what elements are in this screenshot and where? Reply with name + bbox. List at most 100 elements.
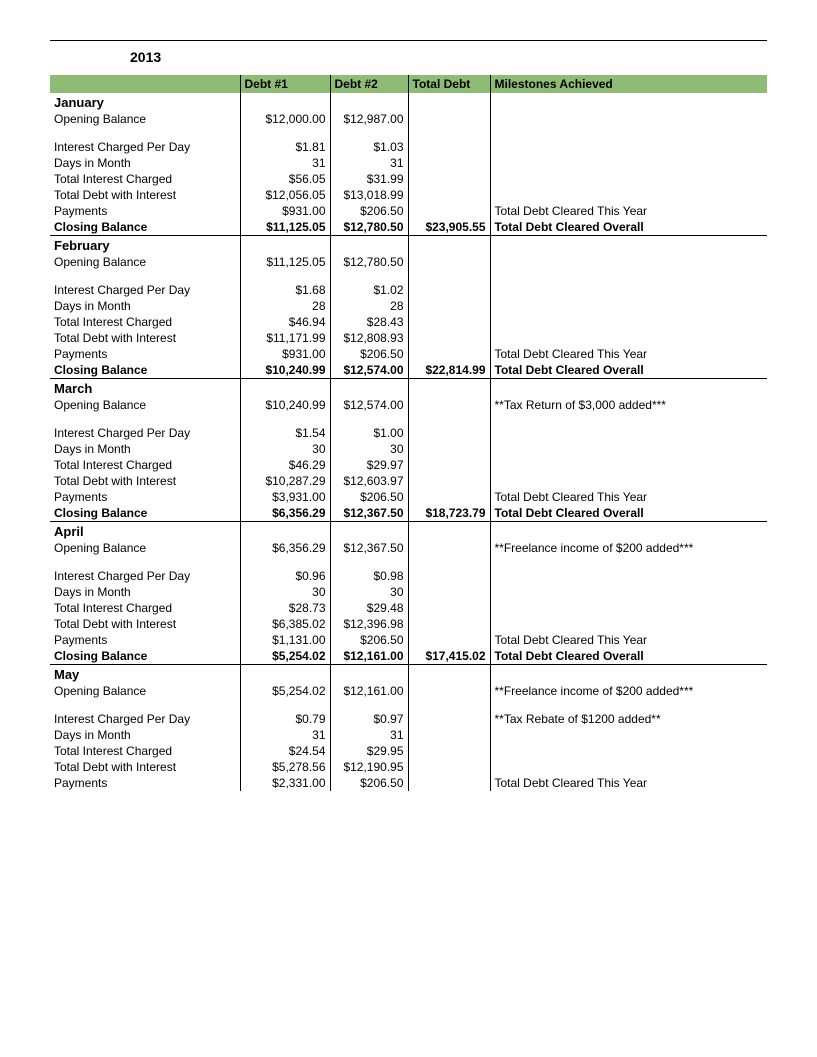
 [408, 413, 490, 425]
 [408, 203, 490, 219]
pay-d2: $206.50 [330, 346, 408, 362]
 [408, 759, 490, 775]
header-total: Total Debt [408, 75, 490, 93]
opening-d1: $10,240.99 [240, 397, 330, 413]
 [240, 270, 330, 282]
 [408, 473, 490, 489]
 [408, 254, 490, 270]
days-d1: 28 [240, 298, 330, 314]
days-d2: 31 [330, 727, 408, 743]
 [240, 665, 330, 684]
 [240, 699, 330, 711]
 [490, 270, 767, 282]
row-label: Total Debt with Interest [50, 330, 240, 346]
 [240, 556, 330, 568]
header-debt1: Debt #1 [240, 75, 330, 93]
row-label: Total Debt with Interest [50, 616, 240, 632]
 [408, 584, 490, 600]
 [408, 441, 490, 457]
mile-opening: **Tax Return of $3,000 added*** [490, 397, 767, 413]
 [490, 93, 767, 111]
close-total: $18,723.79 [408, 505, 490, 522]
 [408, 139, 490, 155]
row-label: Closing Balance [50, 362, 240, 379]
row-label: Opening Balance [50, 254, 240, 270]
row-label: Payments [50, 346, 240, 362]
 [408, 236, 490, 255]
row-label: Interest Charged Per Day [50, 425, 240, 441]
row-label: Days in Month [50, 584, 240, 600]
 [408, 127, 490, 139]
days-d1: 31 [240, 155, 330, 171]
 [408, 298, 490, 314]
 [240, 522, 330, 541]
month-name: April [50, 522, 240, 541]
tic-d2: $31.99 [330, 171, 408, 187]
mile-opening [490, 111, 767, 127]
mile-ipd [490, 282, 767, 298]
row-label: Opening Balance [50, 683, 240, 699]
header-debt2: Debt #2 [330, 75, 408, 93]
close-d2: $12,780.50 [330, 219, 408, 236]
 [490, 699, 767, 711]
year-title: 2013 [50, 45, 767, 75]
close-d1: $11,125.05 [240, 219, 330, 236]
opening-d2: $12,161.00 [330, 683, 408, 699]
row-label: Closing Balance [50, 648, 240, 665]
 [408, 616, 490, 632]
tdi-d1: $12,056.05 [240, 187, 330, 203]
mile-overall: Total Debt Cleared Overall [490, 648, 767, 665]
 [490, 522, 767, 541]
days-d1: 31 [240, 727, 330, 743]
 [490, 413, 767, 425]
 [490, 727, 767, 743]
ipd-d1: $0.96 [240, 568, 330, 584]
ipd-d2: $1.00 [330, 425, 408, 441]
close-total: $23,905.55 [408, 219, 490, 236]
opening-d1: $5,254.02 [240, 683, 330, 699]
tic-d2: $29.48 [330, 600, 408, 616]
 [408, 743, 490, 759]
 [330, 699, 408, 711]
pay-d2: $206.50 [330, 775, 408, 791]
days-d1: 30 [240, 441, 330, 457]
month-name: January [50, 93, 240, 111]
 [408, 727, 490, 743]
 [408, 155, 490, 171]
 [408, 171, 490, 187]
tdi-d1: $6,385.02 [240, 616, 330, 632]
 [490, 171, 767, 187]
ipd-d1: $0.79 [240, 711, 330, 727]
 [408, 699, 490, 711]
mile-year: Total Debt Cleared This Year [490, 203, 767, 219]
row-label: Days in Month [50, 155, 240, 171]
opening-d2: $12,780.50 [330, 254, 408, 270]
close-d2: $12,161.00 [330, 648, 408, 665]
 [50, 127, 240, 139]
 [330, 93, 408, 111]
pay-d1: $2,331.00 [240, 775, 330, 791]
month-name: February [50, 236, 240, 255]
row-label: Payments [50, 489, 240, 505]
 [408, 711, 490, 727]
 [50, 270, 240, 282]
row-label: Opening Balance [50, 397, 240, 413]
tdi-d2: $13,018.99 [330, 187, 408, 203]
mile-opening: **Freelance income of $200 added*** [490, 540, 767, 556]
close-d1: $5,254.02 [240, 648, 330, 665]
tdi-d1: $10,287.29 [240, 473, 330, 489]
row-label: Total Interest Charged [50, 171, 240, 187]
 [408, 379, 490, 398]
 [330, 379, 408, 398]
 [408, 632, 490, 648]
close-d1: $10,240.99 [240, 362, 330, 379]
 [50, 413, 240, 425]
 [240, 379, 330, 398]
days-d2: 30 [330, 584, 408, 600]
row-label: Interest Charged Per Day [50, 568, 240, 584]
 [408, 556, 490, 568]
mile-overall: Total Debt Cleared Overall [490, 505, 767, 522]
days-d2: 31 [330, 155, 408, 171]
close-total: $22,814.99 [408, 362, 490, 379]
opening-d1: $12,000.00 [240, 111, 330, 127]
